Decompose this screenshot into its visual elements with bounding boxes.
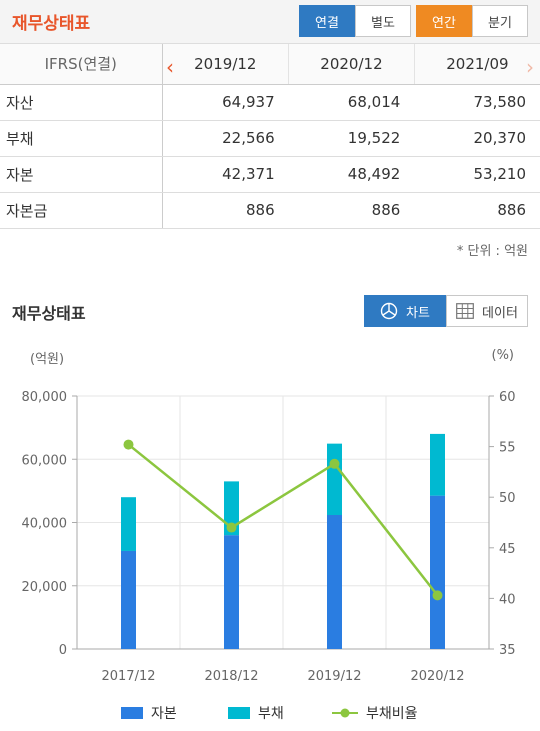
table-grid-icon bbox=[456, 303, 474, 319]
bar-liabilities bbox=[121, 497, 136, 551]
table-cell: 73,580 bbox=[414, 84, 540, 121]
x-axis-tick-label: 2019/12 bbox=[307, 669, 361, 684]
legend-item-liabilities: 부채 bbox=[228, 703, 284, 723]
right-axis-tick-label: 35 bbox=[499, 643, 516, 658]
bar-equity bbox=[121, 550, 136, 649]
debt-ratio-point bbox=[226, 522, 237, 533]
x-axis-tick-label: 2020/12 bbox=[410, 669, 464, 684]
debt-ratio-point bbox=[329, 458, 340, 469]
row-label: 자본 bbox=[0, 156, 163, 193]
balance-sheet-table: IFRS(연결) 2019/12 2020/12 2021/09 자산 64,9… bbox=[0, 44, 540, 229]
legend-label: 부채비율 bbox=[366, 706, 418, 722]
next-period-arrow[interactable]: › bbox=[526, 55, 534, 79]
legend-label: 자본 bbox=[151, 706, 177, 722]
table-cell: 886 bbox=[414, 192, 540, 229]
table-cell: 886 bbox=[162, 192, 289, 229]
legend-item-debt-ratio: 부채비율 bbox=[332, 703, 418, 723]
table-row: 자본 42,371 48,492 53,210 bbox=[0, 156, 540, 193]
table-cell: 886 bbox=[288, 192, 415, 229]
table-row: 부채 22,566 19,522 20,370 bbox=[0, 120, 540, 157]
right-axis-tick-label: 40 bbox=[499, 592, 516, 607]
left-axis-unit: (억원) bbox=[30, 352, 65, 367]
table-row: 자산 64,937 68,014 73,580 bbox=[0, 84, 540, 121]
period-header: 2020/12 bbox=[288, 44, 415, 85]
table-cell: 42,371 bbox=[162, 156, 289, 193]
table-cell: 68,014 bbox=[288, 84, 415, 121]
prev-period-arrow[interactable]: ‹ bbox=[166, 55, 174, 79]
debt-ratio-point bbox=[123, 439, 134, 450]
table-cell: 20,370 bbox=[414, 120, 540, 157]
chart-view-button[interactable]: 차트 bbox=[364, 295, 446, 327]
table-cell: 48,492 bbox=[288, 156, 415, 193]
row-label: 부채 bbox=[0, 120, 163, 157]
legend-label: 부채 bbox=[258, 706, 284, 722]
table-cell: 53,210 bbox=[414, 156, 540, 193]
legend-line-marker bbox=[332, 708, 358, 718]
bar-liabilities bbox=[327, 443, 342, 516]
data-view-label: 데이터 bbox=[482, 305, 518, 321]
table-cell: 64,937 bbox=[162, 84, 289, 121]
bar-liabilities bbox=[224, 481, 239, 536]
right-axis-tick-label: 55 bbox=[499, 441, 516, 456]
left-axis-tick-label: 20,000 bbox=[22, 580, 68, 595]
bar-equity bbox=[430, 495, 445, 649]
row-label: 자산 bbox=[0, 84, 163, 121]
data-view-button[interactable]: 데이터 bbox=[446, 295, 528, 327]
legend-swatch bbox=[121, 707, 143, 719]
quarterly-toggle[interactable]: 분기 bbox=[472, 5, 528, 37]
pie-chart-icon bbox=[380, 302, 398, 320]
x-axis-tick-label: 2017/12 bbox=[101, 669, 155, 684]
table-corner-label: IFRS(연결) bbox=[0, 44, 163, 85]
debt-ratio-line bbox=[127, 443, 439, 597]
top-bar: 재무상태표 연결 별도 연간 분기 bbox=[0, 0, 540, 44]
balance-sheet-chart: 0 20,000 40,000 60,000 80,000 35 40 45 50 55 60 201… bbox=[22, 390, 516, 684]
left-axis-tick-label: 0 bbox=[59, 643, 67, 658]
right-axis-unit: (%) bbox=[491, 348, 515, 363]
bar-equity bbox=[327, 515, 342, 649]
legend-item-equity: 자본 bbox=[121, 703, 177, 723]
right-axis-tick-label: 45 bbox=[499, 542, 516, 557]
left-axis-tick-label: 40,000 bbox=[22, 517, 68, 532]
period-header: 2021/09 bbox=[414, 44, 540, 85]
row-label: 자본금 bbox=[0, 192, 163, 229]
right-axis-tick-label: 50 bbox=[499, 491, 516, 506]
legend-swatch bbox=[228, 707, 250, 719]
x-axis-tick-label: 2018/12 bbox=[204, 669, 258, 684]
bar-liabilities bbox=[430, 433, 445, 496]
chart-view-label: 차트 bbox=[406, 305, 430, 321]
table-row: 자본금 886 886 886 bbox=[0, 192, 540, 229]
bar-equity bbox=[224, 535, 239, 649]
page-title: 재무상태표 bbox=[12, 14, 91, 34]
consolidated-toggle[interactable]: 연결 bbox=[299, 5, 355, 37]
table-header-row: IFRS(연결) 2019/12 2020/12 2021/09 bbox=[0, 44, 540, 85]
right-axis-tick-label: 60 bbox=[499, 390, 516, 405]
period-header: 2019/12 bbox=[162, 44, 290, 85]
left-axis-tick-label: 60,000 bbox=[22, 453, 68, 468]
debt-ratio-point bbox=[432, 590, 443, 601]
left-axis-tick-label: 80,000 bbox=[22, 390, 68, 405]
annual-toggle[interactable]: 연간 bbox=[416, 5, 472, 37]
table-cell: 19,522 bbox=[288, 120, 415, 157]
chart-section-title: 재무상태표 bbox=[12, 304, 86, 323]
table-cell: 22,566 bbox=[162, 120, 289, 157]
separate-toggle[interactable]: 별도 bbox=[355, 5, 411, 37]
unit-note: * 단위 : 억원 bbox=[456, 244, 528, 259]
